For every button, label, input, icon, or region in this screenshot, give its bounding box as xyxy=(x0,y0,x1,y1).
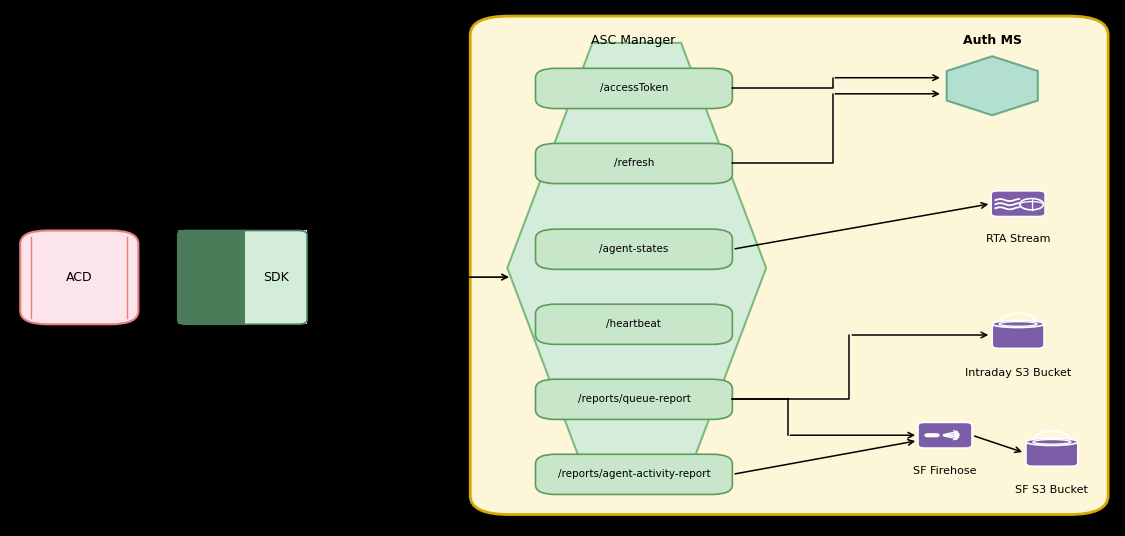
Text: SF S3 Bucket: SF S3 Bucket xyxy=(1016,486,1088,495)
Text: /reports/agent-activity-report: /reports/agent-activity-report xyxy=(558,470,710,479)
FancyBboxPatch shape xyxy=(918,422,972,448)
Ellipse shape xyxy=(1026,438,1078,445)
Bar xyxy=(245,230,307,324)
FancyBboxPatch shape xyxy=(536,454,732,494)
Polygon shape xyxy=(507,43,766,493)
FancyBboxPatch shape xyxy=(20,230,138,324)
Bar xyxy=(178,230,245,324)
FancyBboxPatch shape xyxy=(536,229,732,269)
Text: /agent-states: /agent-states xyxy=(600,244,668,254)
FancyBboxPatch shape xyxy=(536,304,732,344)
FancyBboxPatch shape xyxy=(536,69,732,108)
FancyBboxPatch shape xyxy=(470,16,1108,515)
Polygon shape xyxy=(947,56,1037,115)
Text: SDK: SDK xyxy=(263,271,289,284)
FancyBboxPatch shape xyxy=(536,144,732,184)
Text: RTA Stream: RTA Stream xyxy=(986,234,1051,243)
FancyBboxPatch shape xyxy=(925,433,939,437)
FancyBboxPatch shape xyxy=(536,379,732,419)
Text: Auth MS: Auth MS xyxy=(963,34,1022,47)
Text: /heartbeat: /heartbeat xyxy=(606,319,661,329)
Text: ASC Manager: ASC Manager xyxy=(592,34,675,47)
Text: /refresh: /refresh xyxy=(614,159,654,168)
Text: SF Firehose: SF Firehose xyxy=(914,466,976,475)
FancyBboxPatch shape xyxy=(991,191,1045,217)
Text: /reports/queue-report: /reports/queue-report xyxy=(577,394,691,404)
FancyBboxPatch shape xyxy=(992,324,1044,348)
Text: Intraday S3 Bucket: Intraday S3 Bucket xyxy=(965,368,1071,377)
Text: /accessToken: /accessToken xyxy=(600,84,668,93)
FancyBboxPatch shape xyxy=(1026,442,1078,466)
Ellipse shape xyxy=(992,321,1044,327)
Text: ACD: ACD xyxy=(66,271,92,284)
